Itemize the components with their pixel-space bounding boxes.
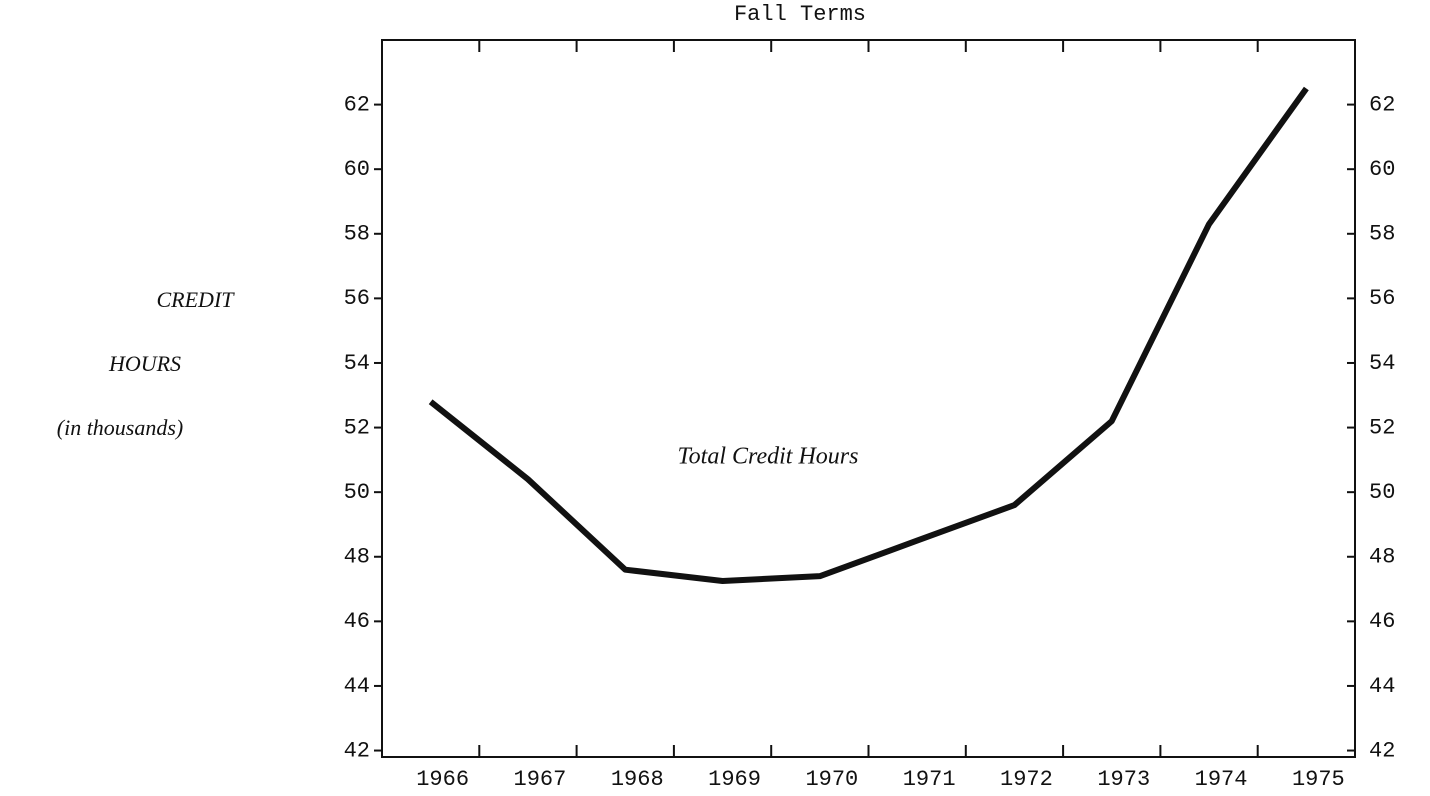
y-tick-label: 42 bbox=[344, 738, 370, 763]
x-tick-label: 1967 bbox=[514, 767, 567, 792]
y-tick-label: 48 bbox=[344, 545, 370, 570]
y-axis-label: CREDIT bbox=[157, 287, 236, 312]
data-line bbox=[428, 86, 1309, 584]
y2-tick-label: 54 bbox=[1369, 351, 1395, 376]
plot-frame bbox=[381, 39, 1356, 758]
y2-tick-label: 58 bbox=[1369, 222, 1395, 247]
y2-tick-label: 42 bbox=[1369, 738, 1395, 763]
x-tick-label: 1968 bbox=[611, 767, 664, 792]
y-tick-label: 50 bbox=[344, 480, 370, 505]
y-tick-label: 56 bbox=[344, 286, 370, 311]
x-tick-label: 1966 bbox=[416, 767, 469, 792]
y2-tick-label: 62 bbox=[1369, 92, 1395, 117]
y2-tick-label: 60 bbox=[1369, 157, 1395, 182]
y-axis-label: HOURS bbox=[108, 351, 181, 376]
y2-tick-label: 46 bbox=[1369, 609, 1395, 634]
y2-tick-label: 50 bbox=[1369, 480, 1395, 505]
y-tick-label: 58 bbox=[344, 222, 370, 247]
x-tick-label: 1975 bbox=[1292, 767, 1345, 792]
y2-tick-label: 48 bbox=[1369, 545, 1395, 570]
y-tick-label: 44 bbox=[344, 674, 370, 699]
annotation: Total Credit Hours bbox=[678, 444, 859, 470]
y2-tick-label: 52 bbox=[1369, 415, 1395, 440]
y2-tick-label: 56 bbox=[1369, 286, 1395, 311]
y-tick-label: 52 bbox=[344, 415, 370, 440]
x-tick-label: 1972 bbox=[1000, 767, 1053, 792]
y-tick-label: 60 bbox=[344, 157, 370, 182]
x-tick-label: 1969 bbox=[708, 767, 761, 792]
y-tick-label: 46 bbox=[344, 609, 370, 634]
x-tick-label: 1971 bbox=[903, 767, 956, 792]
chart-title: Fall Terms bbox=[734, 2, 866, 27]
x-tick-label: 1970 bbox=[805, 767, 858, 792]
y-tick-label: 62 bbox=[344, 92, 370, 117]
x-tick-label: 1973 bbox=[1097, 767, 1150, 792]
y-tick-label: 54 bbox=[344, 351, 370, 376]
x-tick-label: 1974 bbox=[1195, 767, 1248, 792]
y-axis-label: (in thousands) bbox=[57, 415, 184, 440]
y2-tick-label: 44 bbox=[1369, 674, 1395, 699]
